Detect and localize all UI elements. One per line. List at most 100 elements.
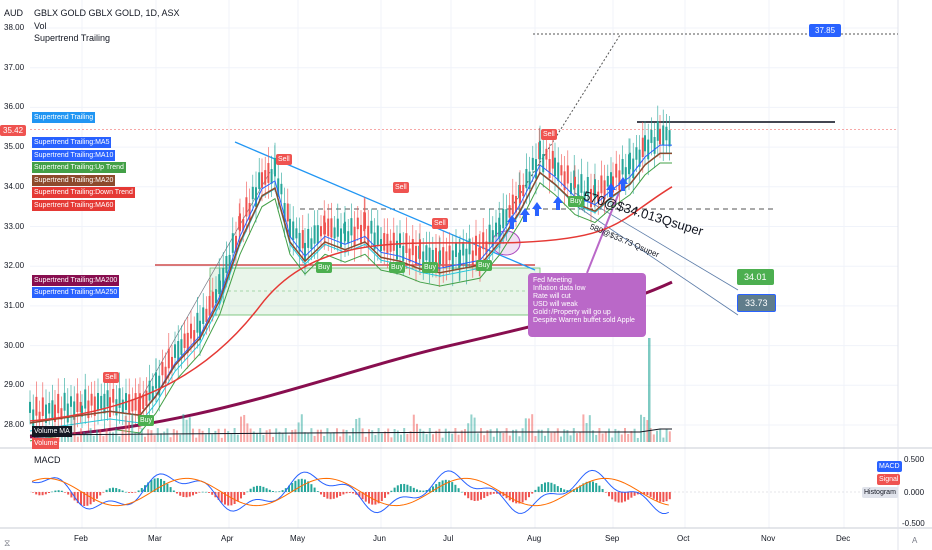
macd-hist-bar bbox=[233, 492, 236, 504]
candle-body bbox=[606, 175, 609, 187]
candle-body bbox=[242, 218, 245, 231]
macd-hist-bar bbox=[390, 490, 393, 492]
buy-signal[interactable]: Buy bbox=[316, 262, 333, 273]
sell-signal[interactable]: Sell bbox=[103, 372, 119, 383]
candle-body bbox=[451, 250, 454, 271]
volume-bar bbox=[435, 430, 438, 442]
auto-scale-icon[interactable]: A bbox=[912, 536, 918, 545]
vol-indicator-label[interactable]: Vol bbox=[34, 21, 47, 31]
macd-hist-bar bbox=[336, 492, 338, 498]
volume-bar bbox=[601, 433, 604, 442]
tag-33-73[interactable]: 33.73 bbox=[737, 294, 776, 312]
macd-hist-bar bbox=[534, 489, 537, 492]
volume-bar bbox=[502, 432, 505, 442]
candle-body bbox=[45, 404, 47, 423]
tv-logo-icon[interactable]: ⧖ bbox=[4, 538, 11, 548]
buy-signal[interactable]: Buy bbox=[389, 262, 406, 273]
buy-signal[interactable]: Buy bbox=[138, 415, 155, 426]
candle-body bbox=[307, 228, 310, 248]
volume-bar bbox=[153, 435, 156, 442]
candle-body bbox=[539, 140, 541, 160]
volume-bar bbox=[230, 433, 233, 442]
volume-bar bbox=[451, 433, 454, 442]
volume-bar bbox=[659, 428, 662, 442]
sell-signal[interactable]: Sell bbox=[393, 182, 409, 193]
macd-hist-bar bbox=[41, 492, 44, 496]
fed-meeting-note[interactable]: Fed Meeting Inflation data low Rate will… bbox=[528, 273, 646, 337]
candle-body bbox=[668, 130, 671, 147]
volume-bar bbox=[124, 415, 127, 442]
legend-supertrend: Supertrend Trailing bbox=[32, 112, 96, 123]
macd-hist-bar bbox=[195, 492, 198, 494]
candle-body bbox=[475, 235, 477, 256]
uptrend-line bbox=[29, 162, 672, 442]
price-tick: 34.00 bbox=[4, 181, 25, 191]
volume-bar bbox=[86, 432, 89, 442]
candle-body bbox=[610, 172, 612, 191]
tag-34-01[interactable]: 34.01 bbox=[737, 269, 774, 285]
symbol-title[interactable]: GBLX GOLD GBLX GOLD, 1D, ASX bbox=[34, 8, 180, 18]
candle-body bbox=[90, 393, 93, 406]
volume-bar bbox=[224, 428, 226, 442]
candle-body bbox=[295, 228, 298, 239]
candle-body bbox=[313, 225, 316, 244]
macd-hist-bar bbox=[604, 492, 607, 493]
candle-body bbox=[57, 393, 60, 414]
macd-hist-bar bbox=[118, 489, 121, 492]
macd-hist-bar bbox=[422, 490, 425, 492]
ma10-line bbox=[29, 152, 672, 432]
volume-bar bbox=[576, 433, 578, 442]
sell-signal[interactable]: Sell bbox=[432, 218, 448, 229]
buy-arrow-icon bbox=[618, 177, 628, 191]
buy-signal[interactable]: Buy bbox=[476, 260, 493, 271]
volume-bar bbox=[665, 428, 668, 442]
candle-body bbox=[324, 222, 326, 235]
macd-hist-bar bbox=[217, 492, 220, 500]
candle-body bbox=[177, 341, 180, 361]
macd-hist-bar bbox=[243, 492, 246, 495]
macd-hist-bar bbox=[358, 492, 361, 497]
candle-body bbox=[402, 245, 405, 262]
buy-arrow-icon bbox=[507, 215, 517, 229]
candle-body bbox=[118, 388, 121, 408]
volume-bar bbox=[140, 428, 143, 442]
volume-bar bbox=[134, 432, 137, 442]
up-trendline bbox=[139, 171, 271, 401]
volume-bar bbox=[390, 437, 393, 442]
volume-bar bbox=[377, 428, 380, 442]
macd-hist-bar bbox=[345, 492, 348, 494]
volume-bar bbox=[643, 416, 646, 442]
candle-body bbox=[508, 205, 511, 218]
macd-title[interactable]: MACD bbox=[34, 455, 61, 465]
macd-hist-bar bbox=[355, 492, 358, 495]
macd-hist-bar bbox=[380, 492, 383, 502]
candle-body bbox=[48, 403, 51, 414]
volume-bar bbox=[176, 430, 178, 442]
buy-signal[interactable]: Buy bbox=[568, 196, 585, 207]
candle-body bbox=[396, 240, 398, 260]
volume-ma-line bbox=[29, 428, 672, 436]
macd-hist-bar bbox=[160, 478, 162, 492]
buy-signal[interactable]: Buy bbox=[422, 262, 439, 273]
macd-legend-signal: Signal bbox=[877, 474, 901, 485]
price-tick: 36.00 bbox=[4, 102, 25, 112]
candle-body bbox=[392, 232, 395, 251]
volume-bar bbox=[592, 430, 594, 442]
target-price-tag[interactable]: 37.85 bbox=[809, 24, 842, 37]
macd-legend-histogram: Histogram bbox=[862, 487, 898, 498]
sell-signal[interactable]: Sell bbox=[541, 129, 557, 140]
macd-hist-bar bbox=[307, 481, 310, 492]
sell-signal[interactable]: Sell bbox=[276, 154, 292, 165]
volume-bar bbox=[262, 435, 265, 442]
macd-hist-bar bbox=[483, 492, 486, 498]
candle-body bbox=[199, 320, 201, 341]
volume-bar bbox=[188, 417, 191, 442]
candle-body bbox=[87, 400, 90, 419]
candle-body bbox=[522, 184, 525, 197]
supertrend-indicator-label[interactable]: Supertrend Trailing bbox=[34, 33, 111, 43]
macd-line bbox=[31, 469, 669, 515]
candle-body bbox=[202, 307, 205, 325]
macd-hist-bar bbox=[444, 479, 447, 492]
